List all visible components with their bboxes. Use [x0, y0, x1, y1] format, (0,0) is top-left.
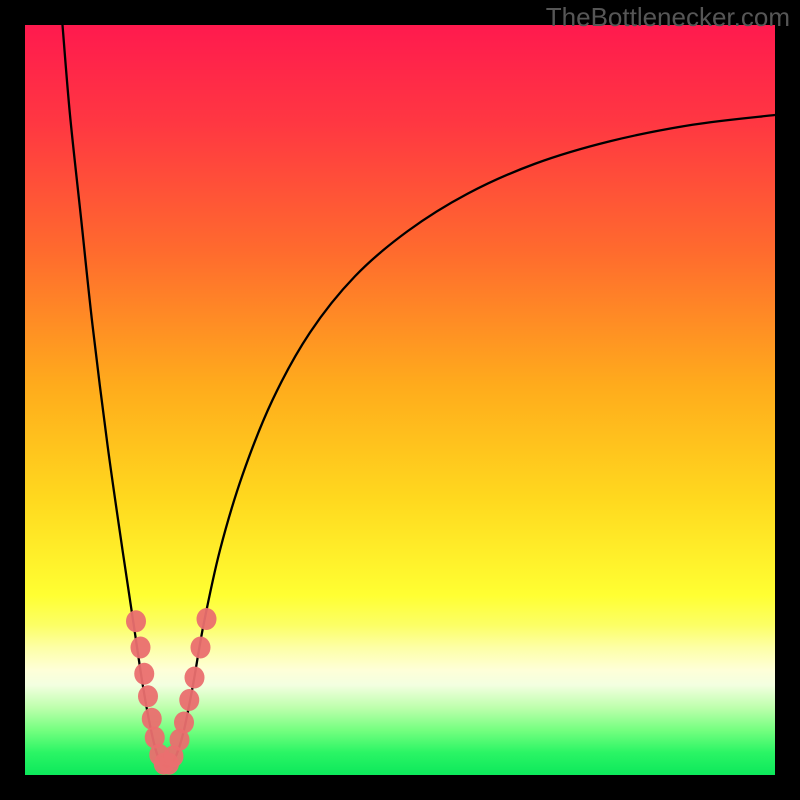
data-marker [179, 689, 199, 711]
data-marker [138, 685, 158, 707]
data-marker [191, 637, 211, 659]
chart-inner [25, 25, 775, 775]
data-marker [197, 608, 217, 630]
chart-svg [25, 25, 775, 775]
data-marker [126, 610, 146, 632]
data-marker [185, 667, 205, 689]
data-marker [131, 637, 151, 659]
watermark-text: TheBottlenecker.com [546, 2, 790, 33]
data-marker [174, 712, 194, 734]
bottleneck-curve [63, 25, 776, 766]
data-marker [142, 708, 162, 730]
data-marker [134, 663, 154, 685]
